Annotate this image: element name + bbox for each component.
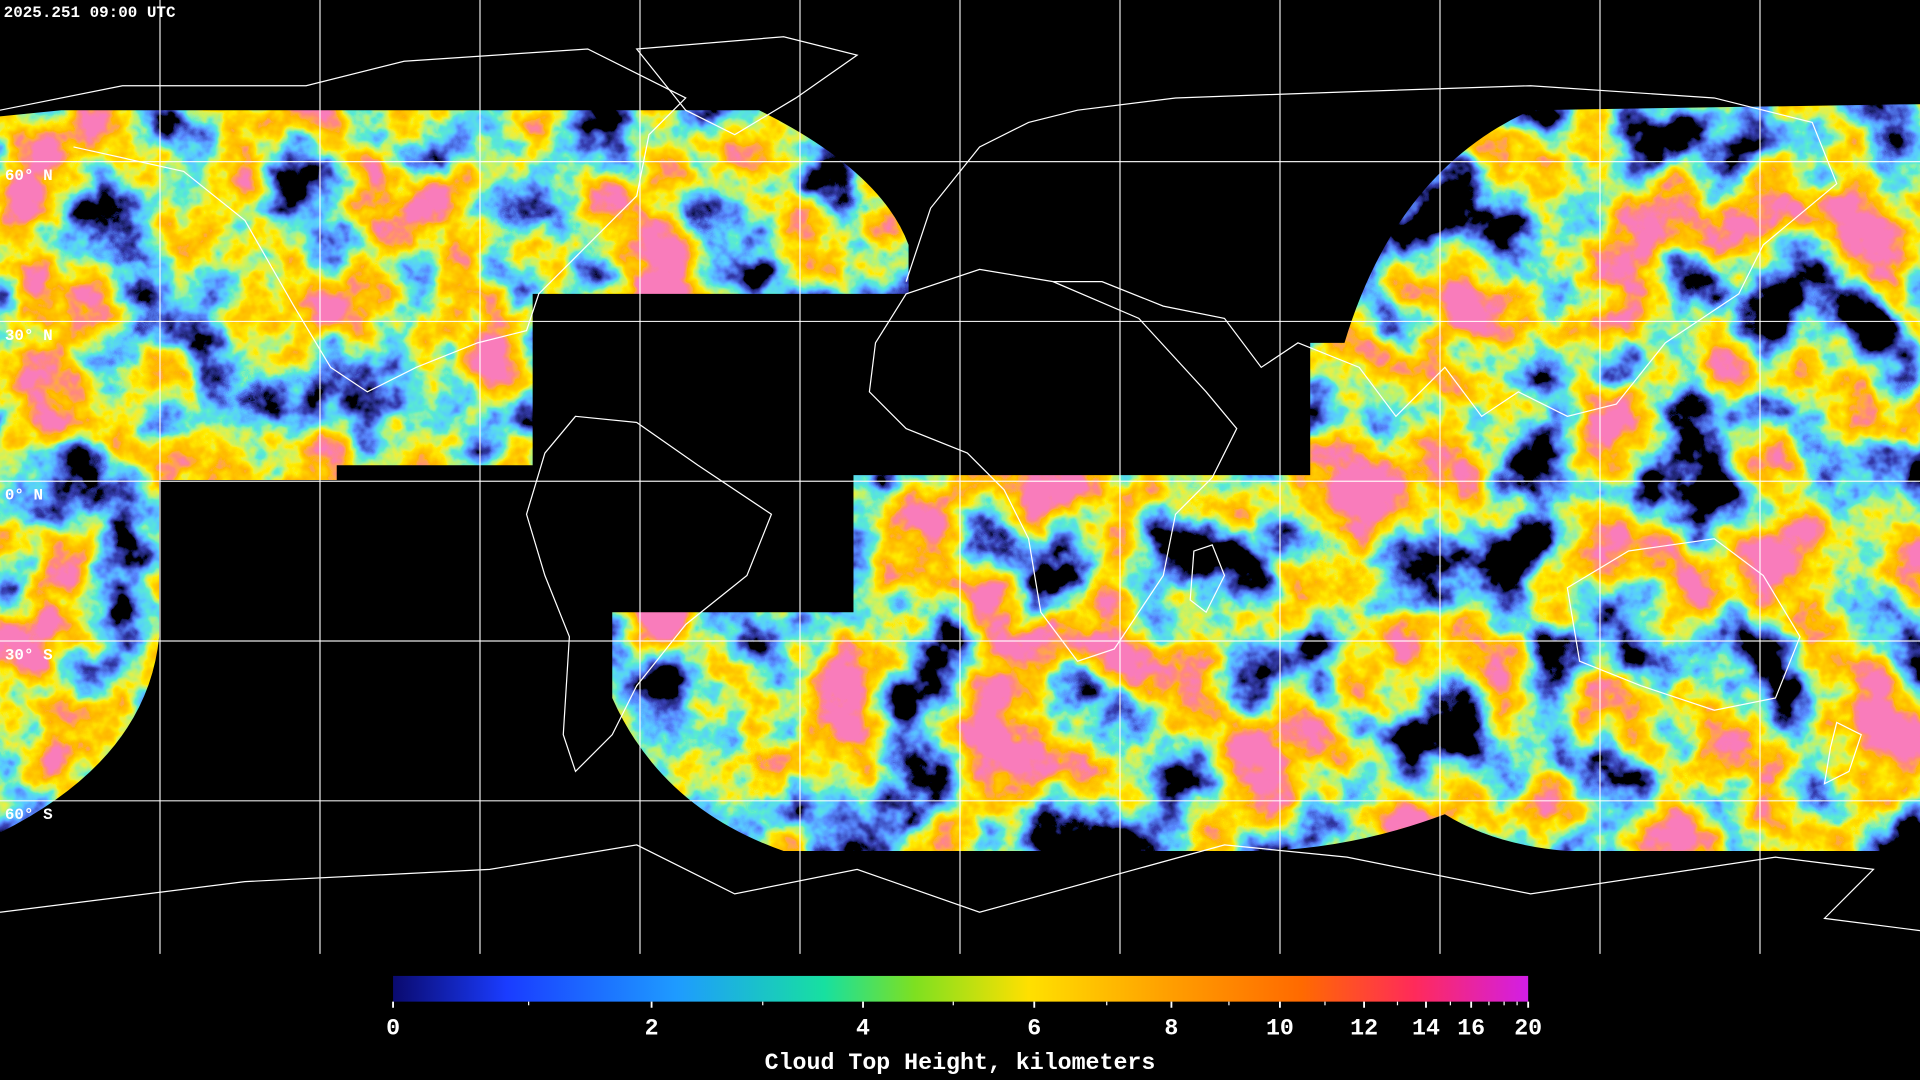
coastline [1823, 721, 1862, 785]
colorbar-tick-label: 16 [1457, 1016, 1485, 1042]
graticule: 60° N 30° N 0° N 30° S 60° S [0, 0, 1920, 954]
latitude-label: 30° S [5, 646, 53, 664]
colorbar-tick-label: 6 [1027, 1016, 1041, 1042]
coastline [635, 36, 859, 136]
latitude-label: 30° N [5, 327, 53, 345]
colorbar-tick-label: 2 [645, 1016, 659, 1042]
colorbar-tick-label: 14 [1412, 1016, 1440, 1042]
colorbar-tick-label: 8 [1164, 1016, 1178, 1042]
latitude-label: 60° N [5, 167, 53, 185]
coastline [1566, 538, 1801, 711]
colorbar [393, 975, 1529, 1002]
colorbar-tick-label: 10 [1266, 1016, 1294, 1042]
coastline [905, 85, 1838, 418]
coastline [0, 48, 687, 393]
colorbar-tick-label: 20 [1514, 1016, 1542, 1042]
colorbar-title: Cloud Top Height, kilometers [765, 1050, 1156, 1076]
colorbar-tick-label: 0 [386, 1016, 400, 1042]
latitude-label: 60° S [5, 806, 53, 824]
coastline [0, 844, 1920, 932]
latitude-label: 0° N [5, 487, 43, 505]
coastlines [0, 36, 1920, 932]
timestamp: 2025.251 09:00 UTC [4, 4, 176, 22]
colorbar-tick-label: 12 [1350, 1016, 1378, 1042]
colorbar-tick-label: 4 [856, 1016, 870, 1042]
coastline [1189, 544, 1226, 614]
